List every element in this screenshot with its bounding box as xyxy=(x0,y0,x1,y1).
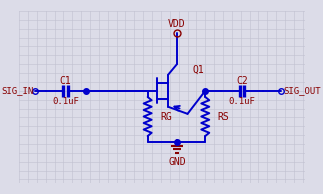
Text: 0.1uF: 0.1uF xyxy=(229,97,255,106)
Text: C2: C2 xyxy=(236,76,248,86)
Text: RG: RG xyxy=(160,112,172,121)
Text: GND: GND xyxy=(168,157,186,167)
Text: SIG_OUT: SIG_OUT xyxy=(283,86,321,95)
Text: VDD: VDD xyxy=(168,19,186,29)
Text: 0.1uF: 0.1uF xyxy=(52,97,79,106)
Text: RS: RS xyxy=(218,112,229,121)
Text: C1: C1 xyxy=(60,76,71,86)
Text: Q1: Q1 xyxy=(193,65,204,74)
Text: SIG_IN: SIG_IN xyxy=(1,86,33,95)
